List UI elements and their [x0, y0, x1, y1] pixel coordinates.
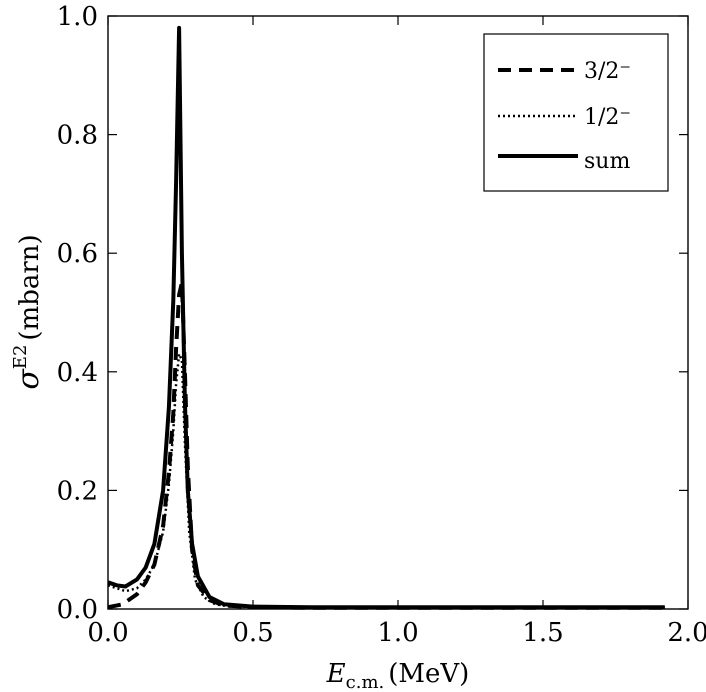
- x-axis-symbol: E: [326, 659, 346, 689]
- y-tick-label: 0.4: [57, 358, 98, 388]
- x-tick-label: 1.0: [377, 618, 418, 648]
- series-line-dashed: [107, 280, 665, 610]
- x-tick-label: 0.0: [87, 618, 128, 648]
- legend: 3/2⁻ 1/2⁻ sum: [483, 33, 669, 192]
- y-tick-label: 0.8: [57, 121, 98, 151]
- x-tick-label: 1.5: [522, 618, 563, 648]
- legend-box: [483, 33, 669, 192]
- x-axis-label: Ec.m. (MeV): [326, 659, 470, 692]
- y-axis-superscript: E2: [10, 345, 31, 370]
- x-tick-label: 0.5: [232, 618, 273, 648]
- x-axis-subscript: c.m.: [346, 672, 385, 692]
- y-axis-symbol: σ: [11, 368, 46, 390]
- series-line-solid: [107, 25, 665, 610]
- y-axis-label: σE2 (mbarn): [10, 234, 46, 389]
- series-line-dotted: [107, 352, 665, 610]
- plot-lines: [107, 25, 665, 610]
- tick-labels: 0.0 0.5 1.0 1.5 2.0 0.0 0.2 0.4 0.6 0.8 1.0: [57, 2, 706, 648]
- y-tick-label: 1.0: [57, 2, 98, 32]
- y-tick-label: 0.0: [57, 595, 98, 625]
- y-axis-unit: (mbarn): [15, 234, 45, 340]
- x-axis-unit: (MeV): [388, 659, 469, 689]
- legend-label-1-2: 1/2⁻: [584, 105, 631, 130]
- y-tick-label: 0.2: [57, 476, 98, 506]
- legend-label-3-2: 3/2⁻: [584, 59, 631, 84]
- axis-ticks: [107, 15, 689, 610]
- legend-label-sum: sum: [584, 149, 630, 174]
- x-tick-label: 2.0: [667, 618, 706, 648]
- y-tick-label: 0.6: [57, 239, 98, 269]
